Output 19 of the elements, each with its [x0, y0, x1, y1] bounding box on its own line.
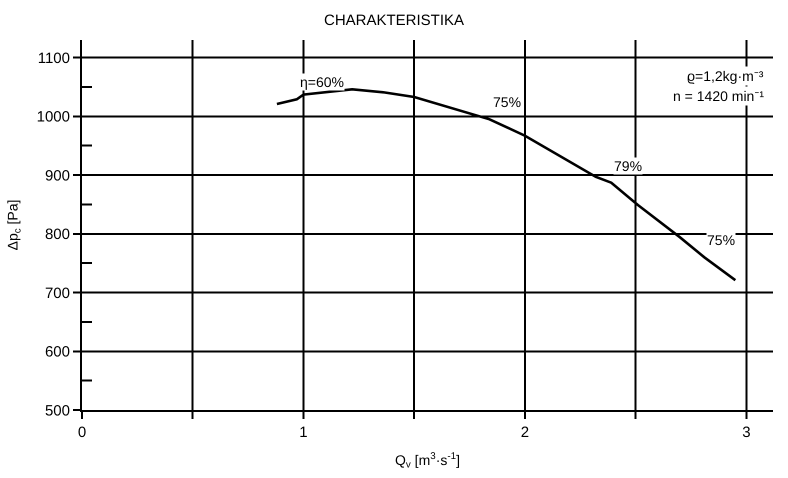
y-tick-label: 1000 [36, 108, 70, 126]
x-tick-label: 3 [742, 424, 751, 441]
y-tick-label: 600 [44, 344, 70, 361]
y-tick-label: 900 [44, 167, 70, 184]
y-tick-label: 500 [44, 402, 70, 420]
y-tick-label: 700 [44, 284, 70, 302]
x-axis-title: Q$_{v}$ [m$^{3}$·s$^{-1}$] [395, 450, 460, 471]
y-tick-label: 1100 [38, 50, 70, 67]
annotation: 75% [493, 94, 522, 110]
x-tick-label: 1 [299, 424, 308, 441]
annotation: ϱ=1,2kg·m⁻³ [687, 68, 764, 84]
annotation: 75% [707, 232, 736, 248]
annotation: 79% [614, 158, 642, 174]
annotation: η=60% [300, 74, 344, 90]
y-tick-label: 800 [44, 226, 70, 244]
chart-title: CHARAKTERISTIKA [324, 12, 464, 29]
annotation: n = 1420 min⁻¹ [673, 88, 764, 104]
x-tick-label: 2 [520, 424, 530, 441]
x-tick-label: 0 [78, 424, 86, 441]
